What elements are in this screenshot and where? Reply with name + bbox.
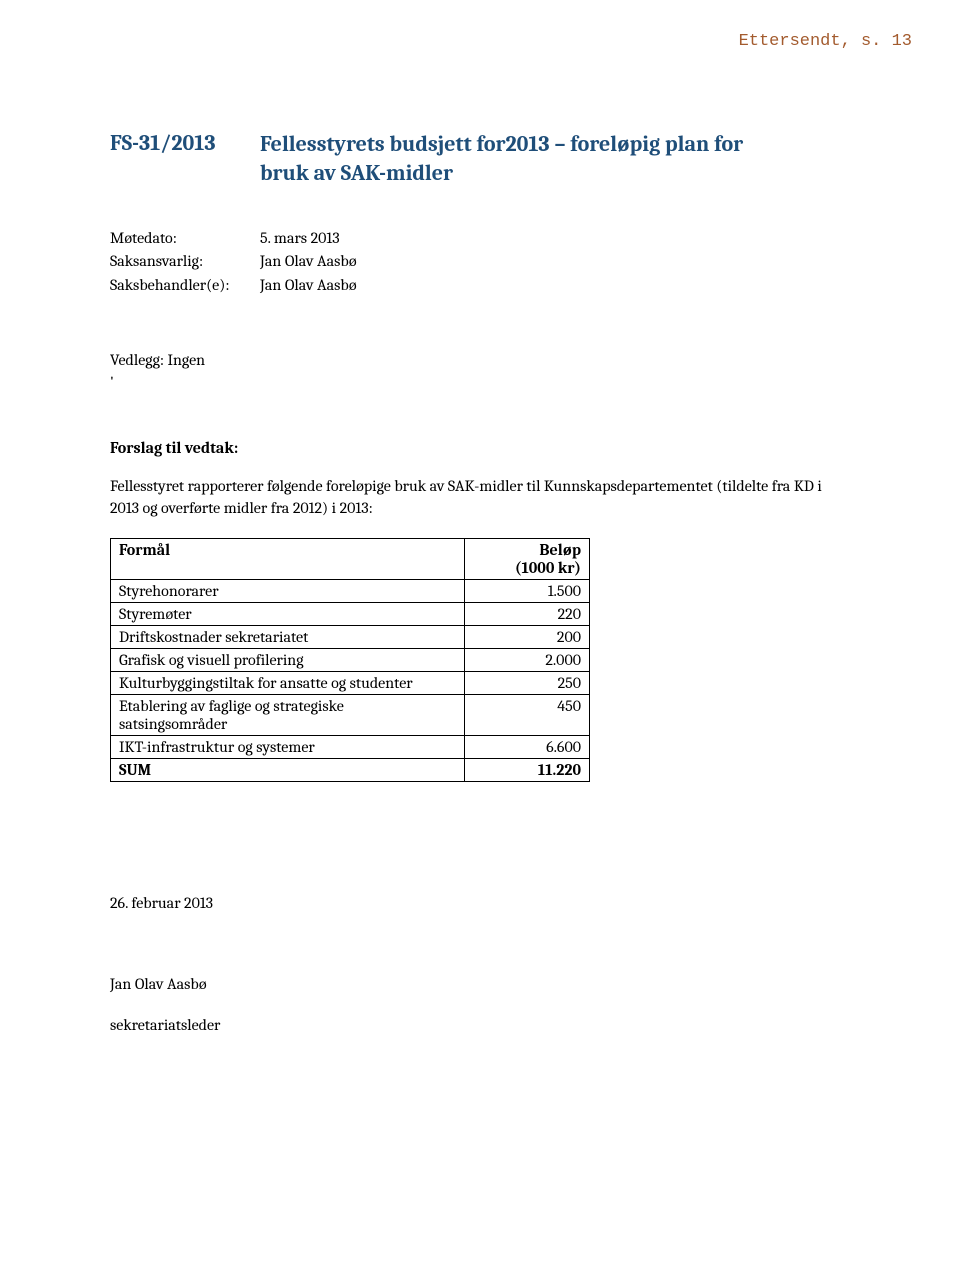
budget-table: Formål Beløp (1000 kr) Styrehonorarer 1.…: [110, 538, 590, 782]
title-line-2: bruk av SAK-midler: [260, 160, 453, 186]
header-amount: Beløp (1000 kr): [465, 538, 590, 579]
proposal-heading: Forslag til vedtak:: [110, 439, 850, 457]
saksbehandler-label: Saksbehandler(e):: [110, 274, 260, 297]
tick-mark: ': [110, 373, 850, 391]
table-row: Grafisk og visuell profilering 2.000: [111, 648, 590, 671]
cell-desc: Driftskostnader sekretariatet: [111, 625, 465, 648]
document-title: Fellesstyrets budsjett for2013 – foreløp…: [260, 130, 743, 187]
sum-label: SUM: [111, 758, 465, 781]
footer-date: 26. februar 2013: [110, 892, 850, 915]
footer-block: 26. februar 2013 Jan Olav Aasbø sekretar…: [110, 892, 850, 1038]
table-row: IKT-infrastruktur og systemer 6.600: [111, 735, 590, 758]
meta-row-saksansvarlig: Saksansvarlig: Jan Olav Aasbø: [110, 250, 850, 273]
table-sum-row: SUM 11.220: [111, 758, 590, 781]
cell-amount: 450: [465, 694, 590, 735]
saksansvarlig-label: Saksansvarlig:: [110, 250, 260, 273]
cell-amount: 220: [465, 602, 590, 625]
cell-amount: 2.000: [465, 648, 590, 671]
sum-value: 11.220: [465, 758, 590, 781]
header-note: Ettersendt, s. 13: [739, 32, 912, 51]
header-amount-line2: (1000 kr): [515, 559, 581, 577]
cell-desc-line2: satsingsområder: [119, 715, 227, 733]
table-row: Styremøter 220: [111, 602, 590, 625]
header-amount-line1: Beløp: [539, 541, 581, 559]
cell-desc: Styrehonorarer: [111, 579, 465, 602]
attachments-line: Vedlegg: Ingen: [110, 351, 850, 369]
title-row: FS-31/2013 Fellesstyrets budsjett for201…: [110, 130, 850, 187]
saksbehandler-value: Jan Olav Aasbø: [260, 274, 357, 297]
title-line-1: Fellesstyrets budsjett for2013 – foreløp…: [260, 131, 743, 157]
meta-block: Møtedato: 5. mars 2013 Saksansvarlig: Ja…: [110, 227, 850, 297]
cell-desc-line1: Etablering av faglige og strategiske: [119, 697, 344, 715]
cell-amount: 200: [465, 625, 590, 648]
cell-desc: Etablering av faglige og strategiske sat…: [111, 694, 465, 735]
table-header-row: Formål Beløp (1000 kr): [111, 538, 590, 579]
cell-desc: IKT-infrastruktur og systemer: [111, 735, 465, 758]
footer-role: sekretariatsleder: [110, 1014, 850, 1037]
cell-amount: 250: [465, 671, 590, 694]
meta-row-saksbehandler: Saksbehandler(e): Jan Olav Aasbø: [110, 274, 850, 297]
table-row: Driftskostnader sekretariatet 200: [111, 625, 590, 648]
cell-desc: Styremøter: [111, 602, 465, 625]
header-desc: Formål: [111, 538, 465, 579]
cell-desc: Kulturbyggingstiltak for ansatte og stud…: [111, 671, 465, 694]
table-row: Etablering av faglige og strategiske sat…: [111, 694, 590, 735]
document-id: FS-31/2013: [110, 130, 260, 187]
cell-desc: Grafisk og visuell profilering: [111, 648, 465, 671]
table-row: Kulturbyggingstiltak for ansatte og stud…: [111, 671, 590, 694]
cell-amount: 6.600: [465, 735, 590, 758]
meta-row-motedato: Møtedato: 5. mars 2013: [110, 227, 850, 250]
table-row: Styrehonorarer 1.500: [111, 579, 590, 602]
motedato-label: Møtedato:: [110, 227, 260, 250]
proposal-text: Fellesstyret rapporterer følgende forelø…: [110, 475, 850, 520]
motedato-value: 5. mars 2013: [260, 227, 340, 250]
footer-name: Jan Olav Aasbø: [110, 973, 850, 996]
document-page: Ettersendt, s. 13 FS-31/2013 Fellesstyre…: [0, 0, 960, 1281]
cell-amount: 1.500: [465, 579, 590, 602]
saksansvarlig-value: Jan Olav Aasbø: [260, 250, 357, 273]
